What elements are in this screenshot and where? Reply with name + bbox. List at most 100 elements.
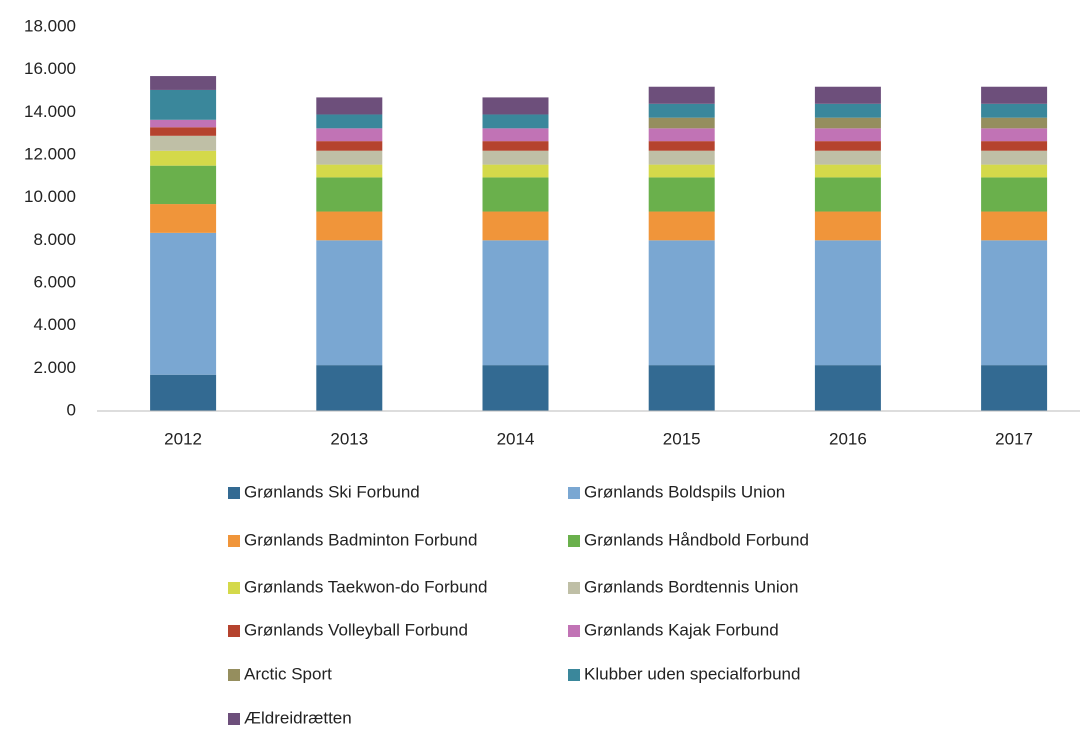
bar-segment xyxy=(150,374,217,411)
legend-label: Grønlands Bordtennis Union xyxy=(584,577,799,596)
bar-segment xyxy=(482,177,549,212)
y-tick-label: 6.000 xyxy=(33,272,76,291)
bar-segment xyxy=(150,204,217,233)
bar-segment xyxy=(316,150,383,165)
bar-segment xyxy=(150,232,217,375)
bar-segment xyxy=(648,141,715,151)
legend-swatch xyxy=(228,535,240,547)
bar-segment xyxy=(981,240,1048,366)
bar-segment xyxy=(482,114,549,129)
bar-segment xyxy=(316,240,383,366)
y-tick-label: 4.000 xyxy=(33,315,76,334)
bar-segment xyxy=(814,117,881,129)
bar-segment xyxy=(648,117,715,129)
legend-label: Grønlands Taekwon-do Forbund xyxy=(244,577,488,596)
legend-swatch xyxy=(568,535,580,547)
bar-segment xyxy=(981,177,1048,212)
bar-segment xyxy=(814,103,881,118)
bar-segment xyxy=(316,141,383,151)
bar-segment xyxy=(150,127,217,136)
y-tick-label: 2.000 xyxy=(33,358,76,377)
bar-segment xyxy=(482,150,549,165)
bar-segment xyxy=(150,165,217,205)
y-tick-label: 8.000 xyxy=(33,230,76,249)
bar-segment xyxy=(981,164,1048,178)
bar-segment xyxy=(150,76,217,90)
bar-segment xyxy=(648,128,715,142)
legend-swatch xyxy=(228,625,240,637)
legend-label: Arctic Sport xyxy=(244,664,332,683)
legend-swatch xyxy=(568,669,580,681)
bar-segment xyxy=(981,365,1048,411)
y-tick-label: 18.000 xyxy=(24,16,76,35)
bar-segment xyxy=(316,128,383,142)
bar-segment xyxy=(814,150,881,165)
bar-segment xyxy=(981,211,1048,241)
bar-segment xyxy=(316,97,383,115)
bar-segment xyxy=(316,177,383,212)
bar-segment xyxy=(316,365,383,411)
bar-segment xyxy=(648,150,715,165)
legend-swatch xyxy=(568,625,580,637)
bar-segment xyxy=(482,365,549,411)
legend-swatch xyxy=(568,582,580,594)
bar-segment xyxy=(981,117,1048,129)
x-tick-label: 2015 xyxy=(663,429,701,448)
legend-swatch xyxy=(568,487,580,499)
bar-segment xyxy=(981,141,1048,151)
bar-segment xyxy=(150,119,217,128)
bar-segment xyxy=(648,240,715,366)
bar-segment xyxy=(316,164,383,178)
legend-label: Grønlands Badminton Forbund xyxy=(244,530,477,549)
legend-label: Grønlands Volleyball Forbund xyxy=(244,620,468,639)
bar-segment xyxy=(648,164,715,178)
bar-segment xyxy=(648,211,715,241)
bar-segment xyxy=(814,240,881,366)
x-tick-label: 2013 xyxy=(330,429,368,448)
x-tick-label: 2012 xyxy=(164,429,202,448)
bar-segment xyxy=(814,128,881,142)
bar-segment xyxy=(981,128,1048,142)
bar-segment xyxy=(814,365,881,411)
bar-segment xyxy=(316,114,383,129)
legend-label: Ældreidrætten xyxy=(244,708,352,727)
bar-segment xyxy=(814,164,881,178)
y-tick-label: 12.000 xyxy=(24,144,76,163)
bar-segment xyxy=(814,177,881,212)
bar-segment xyxy=(150,135,217,151)
bar-segment xyxy=(482,128,549,142)
bar-segment xyxy=(150,89,217,120)
bar-segment xyxy=(482,240,549,366)
x-tick-label: 2014 xyxy=(497,429,535,448)
legend-swatch xyxy=(228,582,240,594)
bar-segment xyxy=(316,211,383,241)
bar-segment xyxy=(981,103,1048,118)
x-tick-label: 2016 xyxy=(829,429,867,448)
bar-segment xyxy=(482,97,549,115)
bar-segment xyxy=(482,211,549,241)
legend-label: Grønlands Håndbold Forbund xyxy=(584,530,809,549)
legend-swatch xyxy=(228,713,240,725)
y-tick-label: 0 xyxy=(67,400,76,419)
y-tick-label: 10.000 xyxy=(24,187,76,206)
bar-segment xyxy=(150,150,217,166)
x-tick-label: 2017 xyxy=(995,429,1033,448)
y-tick-label: 16.000 xyxy=(24,59,76,78)
bar-segment xyxy=(814,141,881,151)
bar-segment xyxy=(814,86,881,104)
y-tick-label: 14.000 xyxy=(24,102,76,121)
bar-segment xyxy=(648,365,715,411)
legend-label: Grønlands Kajak Forbund xyxy=(584,620,779,639)
bar-segment xyxy=(482,164,549,178)
bar-segment xyxy=(981,86,1048,104)
bar-segment xyxy=(648,86,715,104)
legend-label: Grønlands Ski Forbund xyxy=(244,482,420,501)
bar-segment xyxy=(981,150,1048,165)
legend-swatch xyxy=(228,669,240,681)
legend-swatch xyxy=(228,487,240,499)
bar-segment xyxy=(482,141,549,151)
bar-segment xyxy=(814,211,881,241)
bar-segment xyxy=(648,103,715,118)
legend-label: Grønlands Boldspils Union xyxy=(584,482,785,501)
